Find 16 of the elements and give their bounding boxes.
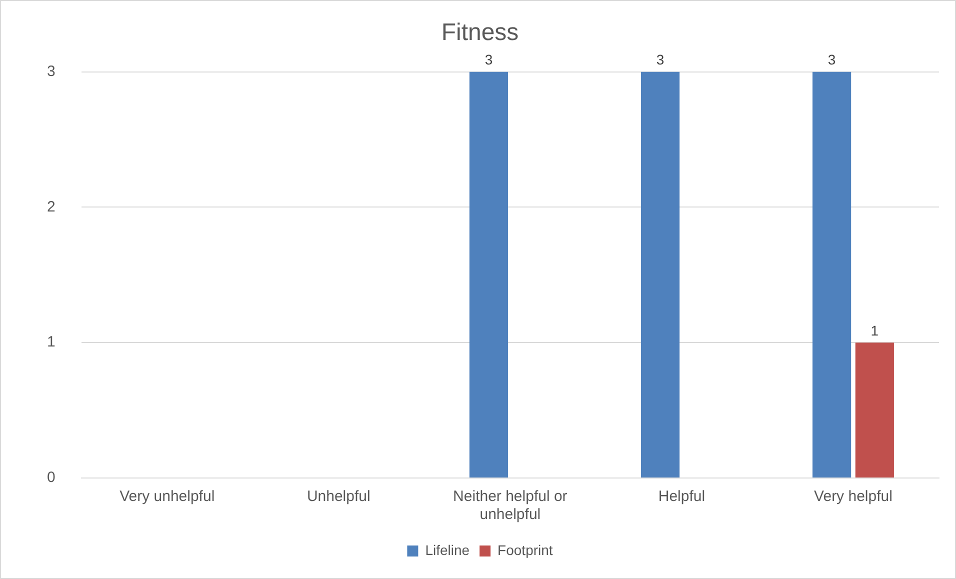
y-tick-label: 0: [47, 469, 56, 486]
x-tick-label: Helpful: [658, 488, 706, 506]
legend-label: Footprint: [498, 542, 553, 558]
data-label: 3: [484, 52, 493, 68]
x-tick-label: Neither helpful or unhelpful: [453, 488, 568, 524]
x-tick-label: Unhelpful: [306, 488, 370, 506]
x-tick-label: Very unhelpful: [120, 488, 215, 506]
y-tick-label: 1: [47, 334, 56, 351]
chart-title: Fitness: [441, 19, 519, 46]
data-label: 3: [828, 52, 836, 68]
y-tick-label: 3: [47, 62, 56, 80]
x-tick-label: Very helpful: [814, 488, 892, 506]
legend-label: Lifeline: [425, 542, 470, 558]
data-label: 3: [656, 52, 664, 68]
y-tick-label: 2: [47, 198, 56, 216]
data-label: 1: [870, 322, 879, 338]
